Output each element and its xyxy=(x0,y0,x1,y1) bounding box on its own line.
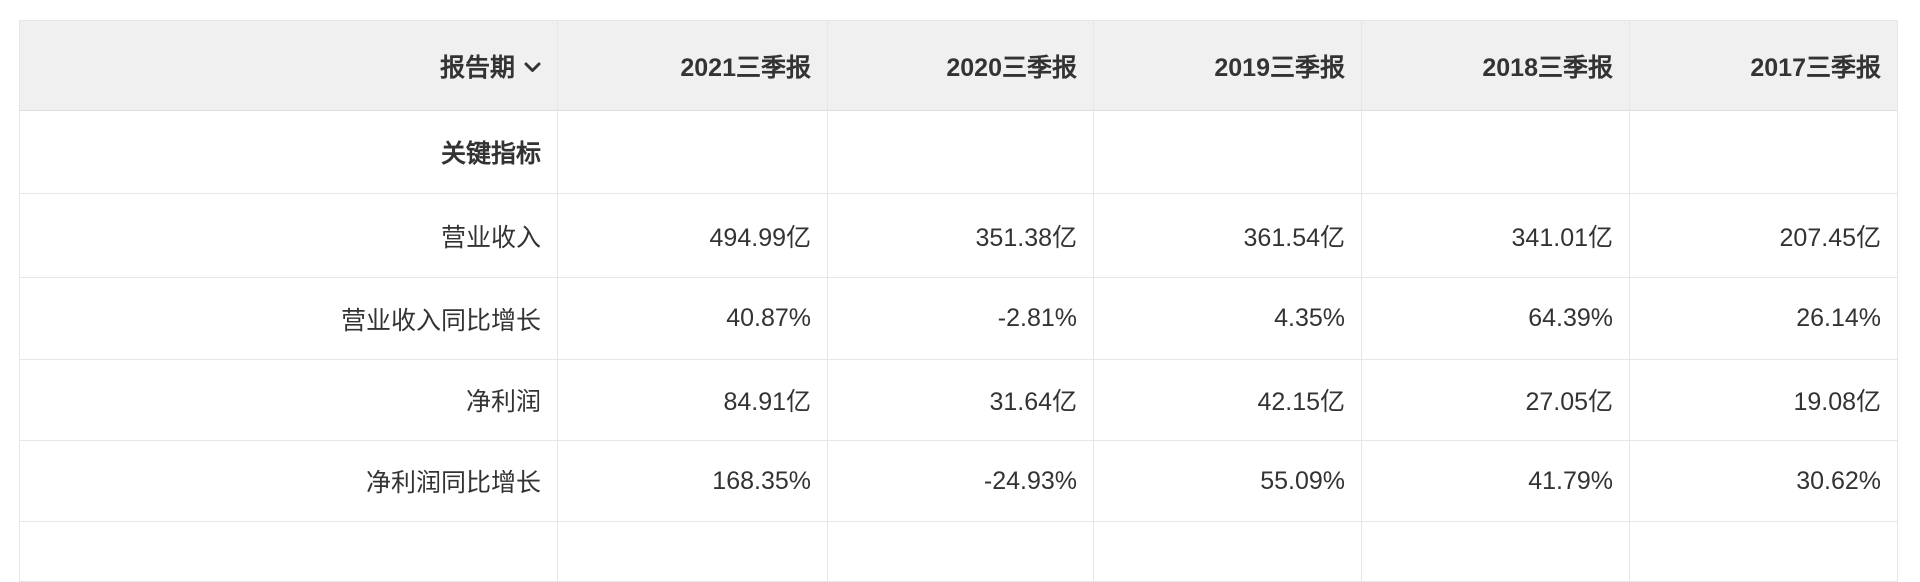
section-title: 关键指标 xyxy=(19,110,558,194)
cell-value: 26.14% xyxy=(1629,277,1898,360)
financial-report-panel: 报告期 2021三季报 2020三季报 2019三季报 2018三季报 2017… xyxy=(19,20,1898,582)
cell-value: 64.39% xyxy=(1361,277,1630,360)
cell-value: 55.09% xyxy=(1093,440,1362,522)
cell-value: -2.81% xyxy=(827,277,1094,360)
cell-value: 351.38亿 xyxy=(827,193,1094,278)
report-period-label: 报告期 xyxy=(439,53,515,82)
empty-cell xyxy=(1361,521,1630,582)
empty-cell xyxy=(827,521,1094,582)
table-row-clipped xyxy=(19,521,1898,582)
table-row-net-profit-yoy: 净利润同比增长 168.35% -24.93% 55.09% 41.79% 30… xyxy=(19,440,1898,522)
column-header-2020q3: 2020三季报 xyxy=(827,20,1094,111)
column-header-2021q3: 2021三季报 xyxy=(557,20,828,111)
cell-value: 40.87% xyxy=(557,277,828,360)
column-header-2019q3: 2019三季报 xyxy=(1093,20,1362,111)
empty-cell xyxy=(1629,521,1898,582)
table-row-revenue-yoy: 营业收入同比增长 40.87% -2.81% 4.35% 64.39% 26.1… xyxy=(19,277,1898,360)
column-header-2017q3: 2017三季报 xyxy=(1629,20,1898,111)
cell-value: 19.08亿 xyxy=(1629,359,1898,441)
table-row-revenue: 营业收入 494.99亿 351.38亿 361.54亿 341.01亿 207… xyxy=(19,193,1898,278)
cell-value: 341.01亿 xyxy=(1361,193,1630,278)
table-row-net-profit: 净利润 84.91亿 31.64亿 42.15亿 27.05亿 19.08亿 xyxy=(19,359,1898,441)
cell-value: 84.91亿 xyxy=(557,359,828,441)
cell-value: 27.05亿 xyxy=(1361,359,1630,441)
column-header-2018q3: 2018三季报 xyxy=(1361,20,1630,111)
empty-cell xyxy=(1361,110,1630,194)
table-header-row: 报告期 2021三季报 2020三季报 2019三季报 2018三季报 2017… xyxy=(19,20,1898,111)
cell-value: 168.35% xyxy=(557,440,828,522)
row-label: 营业收入同比增长 xyxy=(19,277,558,360)
empty-cell xyxy=(1093,521,1362,582)
cell-value: 41.79% xyxy=(1361,440,1630,522)
cell-value: 30.62% xyxy=(1629,440,1898,522)
row-label: 净利润同比增长 xyxy=(19,440,558,522)
chevron-down-icon xyxy=(524,62,541,72)
row-label: 净利润 xyxy=(19,359,558,441)
empty-cell xyxy=(827,110,1094,194)
empty-cell xyxy=(557,110,828,194)
cell-value: 494.99亿 xyxy=(557,193,828,278)
cell-value: 31.64亿 xyxy=(827,359,1094,441)
empty-cell xyxy=(19,521,558,582)
cell-value: -24.93% xyxy=(827,440,1094,522)
empty-cell xyxy=(1629,110,1898,194)
empty-cell xyxy=(1093,110,1362,194)
cell-value: 361.54亿 xyxy=(1093,193,1362,278)
report-period-dropdown[interactable]: 报告期 xyxy=(19,20,558,111)
section-row-key-metrics: 关键指标 xyxy=(19,110,1898,194)
cell-value: 42.15亿 xyxy=(1093,359,1362,441)
cell-value: 4.35% xyxy=(1093,277,1362,360)
row-label: 营业收入 xyxy=(19,193,558,278)
empty-cell xyxy=(557,521,828,582)
financial-metrics-table: 报告期 2021三季报 2020三季报 2019三季报 2018三季报 2017… xyxy=(19,20,1898,582)
cell-value: 207.45亿 xyxy=(1629,193,1898,278)
